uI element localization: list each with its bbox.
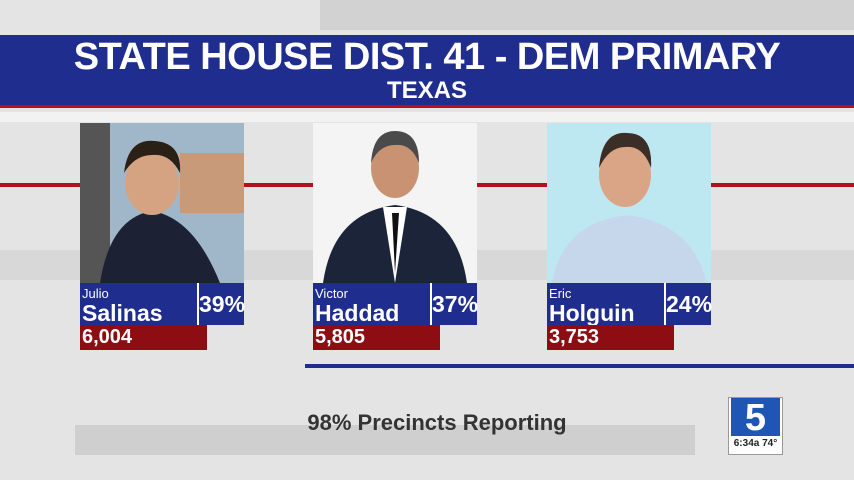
percent: 24% xyxy=(664,283,712,325)
blue-rule xyxy=(305,364,854,368)
first-name: Victor xyxy=(315,286,348,301)
votes: 5,805 xyxy=(313,325,440,350)
time: 6:34a xyxy=(733,438,760,449)
bg-stripe xyxy=(320,0,854,30)
name-bar xyxy=(313,283,477,325)
first-name: Eric xyxy=(549,286,572,301)
photo xyxy=(80,123,244,283)
last-name: Holguin xyxy=(549,300,635,326)
last-name: Haddad xyxy=(315,300,400,326)
percent: 39% xyxy=(197,283,245,325)
bg-stripe xyxy=(75,425,695,455)
red-rule xyxy=(0,105,854,108)
percent: 37% xyxy=(430,283,478,325)
footer: 98% Precincts Reporting xyxy=(307,410,567,435)
votes: 3,753 xyxy=(547,325,674,350)
bg-stripe xyxy=(0,112,854,122)
votes: 6,004 xyxy=(80,325,207,350)
station-logo: 5 6:34a 74° xyxy=(728,397,783,455)
channel: 5 xyxy=(731,398,780,438)
name-bar xyxy=(80,283,244,325)
first-name: Julio xyxy=(82,286,109,301)
photo xyxy=(547,123,711,283)
name-bar xyxy=(547,283,711,325)
subtitle: TEXAS xyxy=(386,77,467,104)
title-banner xyxy=(0,35,854,105)
title: STATE HOUSE DIST. 41 - DEM PRIMARY xyxy=(73,36,781,78)
last-name: Salinas xyxy=(82,300,163,326)
time-temp: 6:34a 74° xyxy=(729,438,782,449)
photo xyxy=(313,123,477,283)
temp: 74° xyxy=(762,438,778,449)
